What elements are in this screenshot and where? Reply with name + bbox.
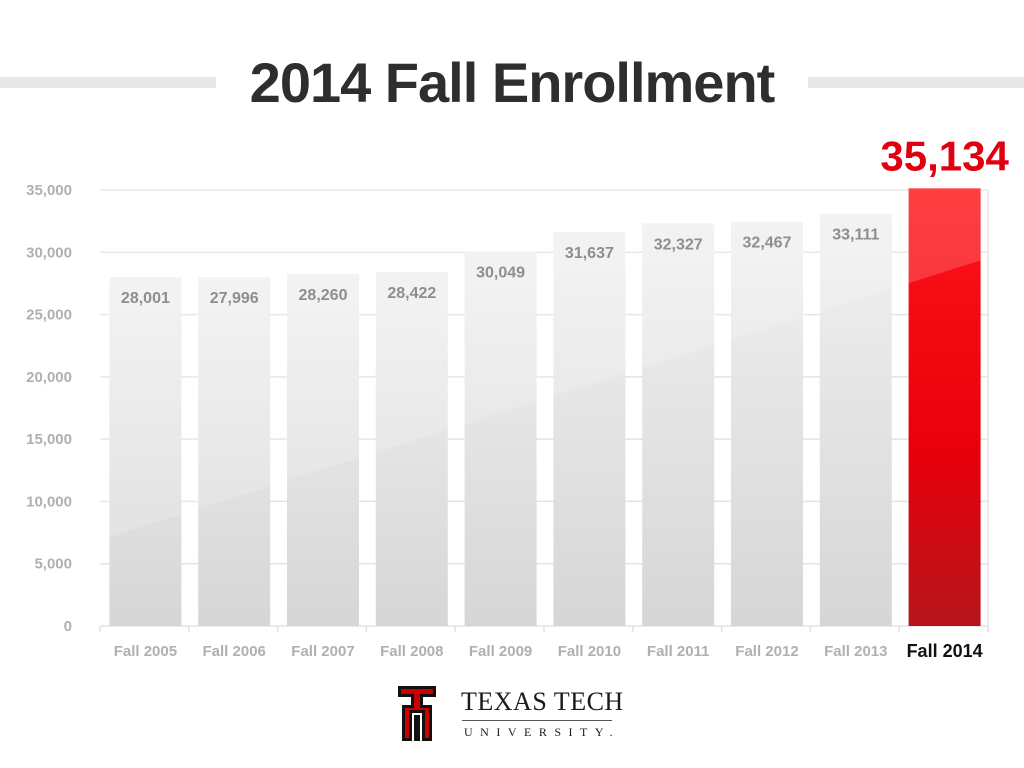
bar-value-label: 27,996 [210,290,259,307]
y-tick-label: 5,000 [34,556,72,573]
chart-title: 2014 Fall Enrollment [249,51,776,114]
double-t-logo-icon [398,686,436,741]
bar-value-label: 28,422 [387,285,436,302]
bar [109,277,182,626]
y-tick-label: 0 [64,618,72,635]
y-tick-label: 35,000 [26,182,72,199]
logo-subtitle: UNIVERSITY. [464,725,620,739]
bar-value-label: 32,327 [654,236,703,253]
x-tick-label: Fall 2012 [735,643,798,660]
bar [819,213,892,626]
gloss-overlay [100,180,988,540]
x-tick-label: Fall 2006 [203,643,266,660]
logo-divider [462,720,612,721]
y-tick-label: 25,000 [26,307,72,324]
texas-tech-logo: TEXAS TECH UNIVERSITY. [396,683,626,745]
logo-wordmark: TEXAS TECH [461,687,624,716]
bar [642,223,715,626]
bar-value-label: 32,467 [743,235,792,252]
enrollment-bar-chart: 0 5,000 10,000 15,000 20,000 25,000 30,000 35,0… [26,132,1009,661]
bar [375,271,448,626]
x-tick-label: Fall 2007 [291,643,354,660]
bar-value-label: 30,049 [476,265,525,282]
bar [464,251,537,627]
y-tick-label: 30,000 [26,244,72,261]
x-tick-label: Fall 2010 [558,643,621,660]
bar-value-label: 28,001 [121,290,170,307]
bar-value-label: 31,637 [565,245,614,262]
title-rule-left [0,77,216,88]
y-tick-label: 20,000 [26,369,72,386]
bar [287,273,359,626]
x-tick-label: Fall 2014 [907,641,983,661]
x-tick-label: Fall 2008 [380,643,443,660]
title-rule-right [808,77,1024,88]
x-tick-label: Fall 2005 [114,643,177,660]
x-tick-label: Fall 2013 [824,643,887,660]
bar-highlight [908,188,981,626]
bar-value-label: 35,134 [880,132,1009,179]
y-tick-label: 15,000 [26,431,72,448]
y-tick-label: 10,000 [26,493,72,510]
bar-value-label: 33,111 [832,227,879,244]
bar [553,231,626,626]
bar-value-label: 28,260 [299,287,348,304]
x-tick-label: Fall 2011 [647,643,710,660]
bar [731,221,803,626]
bar [198,277,271,626]
x-tick-label: Fall 2009 [469,643,532,660]
